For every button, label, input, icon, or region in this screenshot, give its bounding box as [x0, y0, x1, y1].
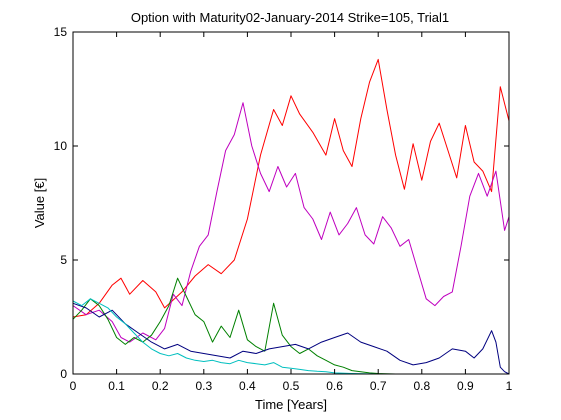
y-tick-label: 0	[60, 367, 67, 381]
x-tick-label: 0.9	[457, 379, 474, 393]
y-tick-label: 5	[60, 253, 67, 267]
y-tick-label: 15	[54, 25, 68, 39]
x-tick-label: 0.7	[370, 379, 387, 393]
x-axis-label: Time [Years]	[255, 397, 327, 412]
x-tick-label: 0.5	[283, 379, 300, 393]
x-tick-label: 0.4	[239, 379, 256, 393]
plot-area	[73, 32, 509, 374]
x-tick-label: 0	[70, 379, 77, 393]
chart-title: Option with Maturity02-January-2014 Stri…	[131, 10, 449, 25]
y-tick-label: 10	[54, 139, 68, 153]
y-axis-label: Value [€]	[32, 178, 47, 228]
x-tick-label: 0.2	[152, 379, 169, 393]
x-tick-label: 0.8	[413, 379, 430, 393]
x-tick-label: 0.6	[326, 379, 343, 393]
x-tick-label: 1	[506, 379, 513, 393]
x-tick-label: 0.1	[108, 379, 125, 393]
x-tick-label: 0.3	[195, 379, 212, 393]
